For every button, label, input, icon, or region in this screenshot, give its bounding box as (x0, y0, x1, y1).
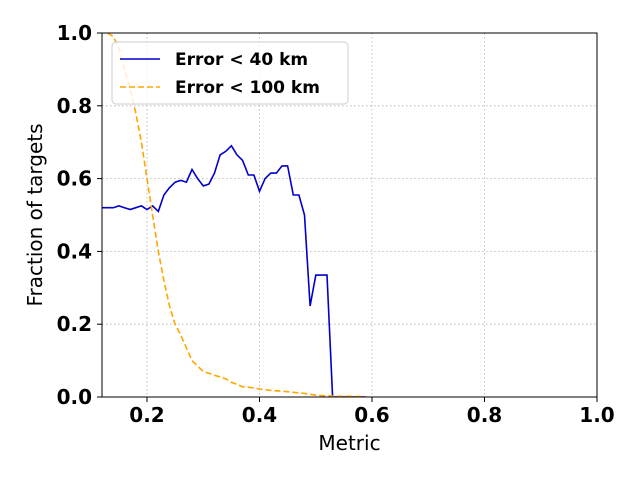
tick-labels: 0.2 0.4 0.6 0.8 1.0 0.0 0.2 0.4 0.6 0.8 1.0 (57, 21, 615, 427)
x-tick-label: 0.2 (129, 403, 164, 427)
x-tick-label: 0.6 (354, 403, 389, 427)
x-tick-label: 1.0 (579, 403, 614, 427)
legend: Error < 40 km Error < 100 km (111, 41, 349, 105)
y-tick-label: 0.4 (57, 239, 92, 263)
series-line-1 (107, 33, 367, 397)
y-tick-label: 1.0 (57, 21, 92, 45)
plot-frame (101, 32, 598, 398)
plot-lines (102, 33, 367, 397)
x-tick-label: 0.8 (467, 403, 502, 427)
series-line-0 (102, 144, 367, 397)
y-tick-label: 0.6 (57, 167, 92, 191)
y-axis-label: Fraction of targets (23, 123, 47, 306)
legend-box (111, 41, 349, 105)
x-axis-label: Metric (318, 431, 380, 455)
y-tick-label: 0.8 (57, 94, 92, 118)
x-tick-label: 0.4 (242, 403, 277, 427)
y-tick-label: 0.0 (57, 385, 92, 409)
y-tick-label: 0.2 (57, 312, 92, 336)
ticks (97, 32, 598, 402)
legend-label-error-40km: Error < 40 km (175, 50, 308, 70)
legend-label-error-100km: Error < 100 km (175, 78, 320, 98)
